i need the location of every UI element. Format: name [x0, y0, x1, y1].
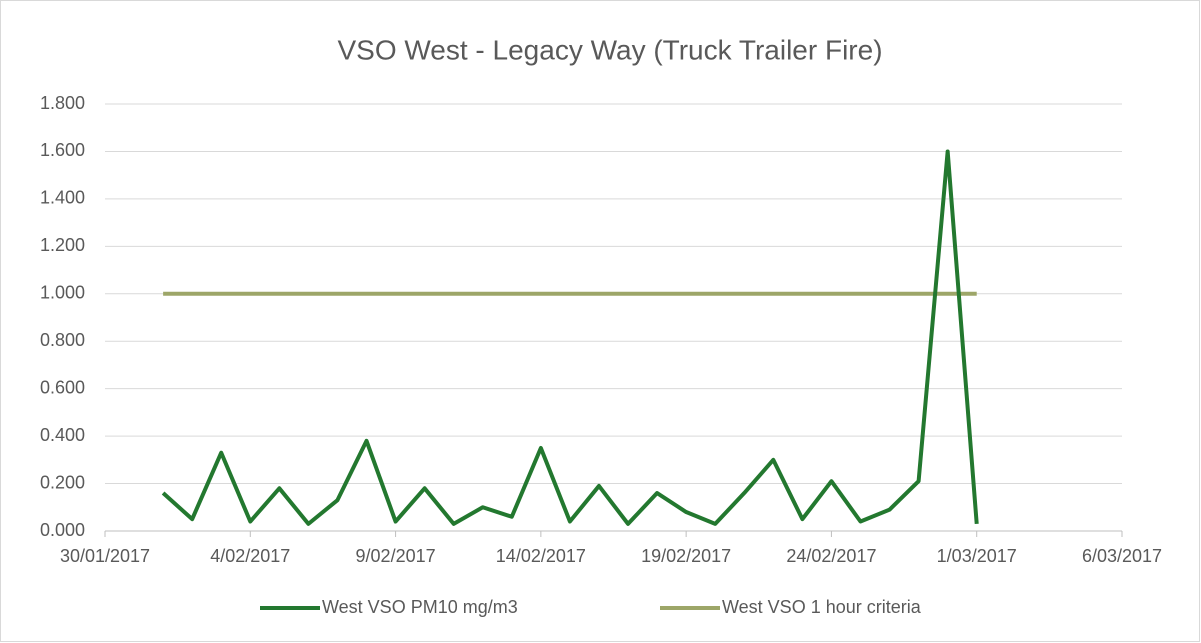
x-tick-label: 9/02/2017 — [356, 546, 436, 566]
legend-label: West VSO 1 hour criteria — [722, 597, 922, 617]
y-tick-label: 0.000 — [40, 520, 85, 540]
y-tick-label: 1.000 — [40, 283, 85, 303]
y-tick-label: 0.600 — [40, 377, 85, 397]
y-tick-label: 0.800 — [40, 330, 85, 350]
x-tick-label: 14/02/2017 — [496, 546, 586, 566]
legend-label: West VSO PM10 mg/m3 — [322, 597, 518, 617]
series-line — [161, 149, 979, 526]
x-tick-label: 24/02/2017 — [786, 546, 876, 566]
x-tick-label: 6/03/2017 — [1082, 546, 1162, 566]
y-tick-label: 0.400 — [40, 425, 85, 445]
y-tick-label: 1.200 — [40, 235, 85, 255]
chart-title: VSO West - Legacy Way (Truck Trailer Fir… — [337, 34, 882, 65]
x-tick-label: 30/01/2017 — [60, 546, 150, 566]
y-tick-label: 1.400 — [40, 188, 85, 208]
x-tick-label: 19/02/2017 — [641, 546, 731, 566]
y-tick-label: 1.600 — [40, 140, 85, 160]
x-tick-label: 1/03/2017 — [937, 546, 1017, 566]
x-tick-label: 4/02/2017 — [210, 546, 290, 566]
y-tick-label: 1.800 — [40, 93, 85, 113]
y-tick-label: 0.200 — [40, 472, 85, 492]
